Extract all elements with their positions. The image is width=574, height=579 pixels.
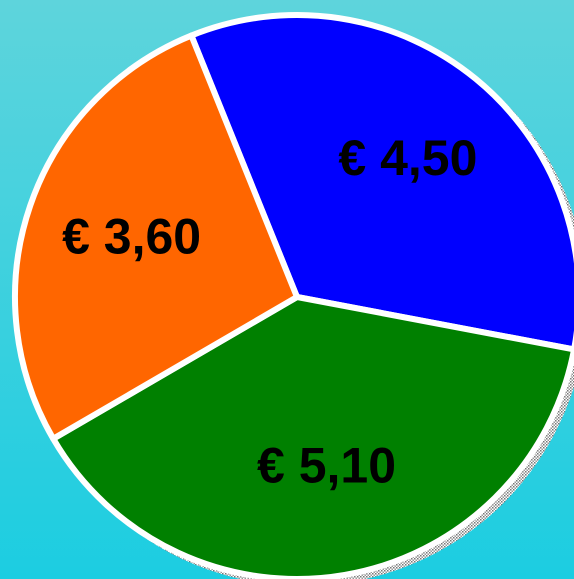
- slice-label: € 3,60: [62, 209, 201, 265]
- pie: [12, 12, 574, 579]
- pie-slice: [50, 294, 574, 579]
- pie-slice: [12, 32, 300, 442]
- slice-label: € 4,50: [338, 130, 477, 186]
- labels: € 4,50 € 5,10 € 3,60: [62, 130, 477, 494]
- slice-label: € 5,10: [257, 438, 396, 494]
